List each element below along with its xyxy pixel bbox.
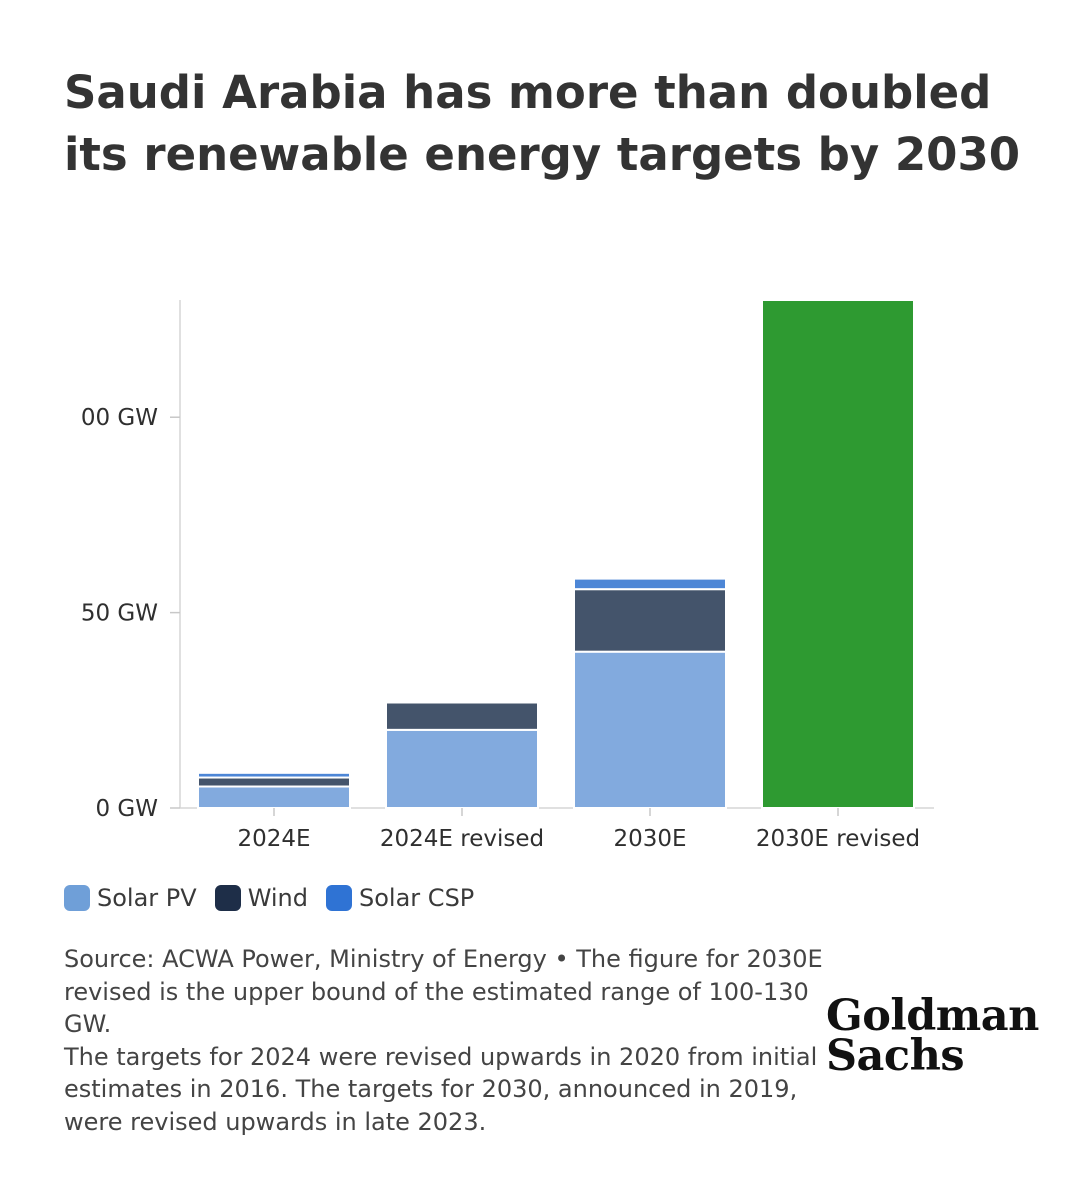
bar-segment [573,650,727,810]
legend-label-wind: Wind [247,884,309,912]
bar-segment [385,699,539,704]
legend-item-wind: Wind [214,884,309,912]
bar-segment [197,785,351,809]
x-tick-label: 2030E revised [756,826,920,852]
bar-segment [573,577,727,591]
bar-segment [197,776,351,788]
bar-segment [385,728,539,810]
y-tick-label: 50 GW [81,601,158,627]
bar-segment [385,701,539,731]
x-tick-label: 2030E [613,826,686,852]
x-tick-label: 2024E [237,826,310,852]
logo-line-1: Goldman [826,991,1039,1041]
legend-swatch-wind [214,885,241,911]
legend-swatch-solar-pv [64,885,90,911]
x-tick-label: 2024E revised [380,826,544,852]
bar-segment [573,588,727,653]
revision-note: The targets for 2024 were revised upward… [64,1042,818,1136]
source-notes: Source: ACWA Power, Ministry of Energy •… [64,943,824,1138]
bar-segment [197,771,351,779]
legend-item-solar-csp: Solar CSP [326,884,474,912]
y-tick-label: 00 GW [81,405,158,431]
legend-swatch-solar-csp [326,885,353,911]
y-tick-label: 0 GW [95,796,158,822]
goldman-sachs-logo: Goldman Sachs [826,991,1039,1081]
bar-chart: 0 GW 50 GW 00 GW 2024E 2024E revised 2030E 203… [81,299,934,852]
bar-segment [761,299,915,809]
legend-label-solar-csp: Solar CSP [359,884,475,912]
source-note: Source: ACWA Power, Ministry of Energy •… [64,945,823,1038]
chart-title: Saudi Arabia has more than doubled its r… [64,66,1021,181]
logo-line-2: Sachs [826,1031,965,1081]
legend-label-solar-pv: Solar PV [97,884,197,912]
legend-item-solar-pv: Solar PV [64,884,197,912]
legend: Solar PV Wind Solar CSP [64,884,492,912]
